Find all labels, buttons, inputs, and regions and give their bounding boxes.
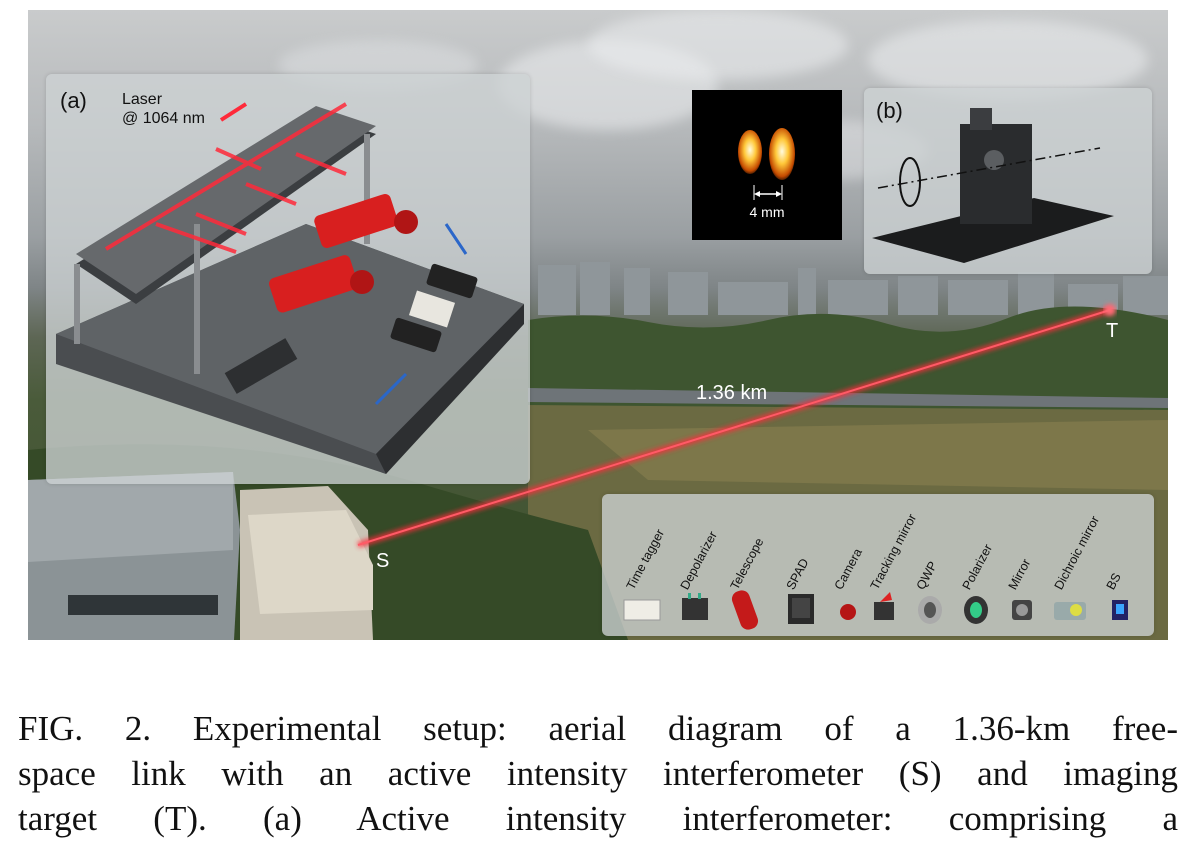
dichroic-mirror-icon: [1054, 602, 1086, 620]
tracking-mirror-icon: [874, 592, 894, 620]
panel-a-interferometer: (a) Laser @ 1064 nm: [46, 74, 530, 484]
optical-table-illustration: [56, 102, 524, 474]
legend-label: BS: [1103, 570, 1124, 592]
legend-label: QWP: [913, 559, 941, 592]
camera-icon: [840, 604, 856, 620]
skyline: [538, 262, 1168, 315]
depolarizer-icon: [682, 593, 708, 620]
target-illustration: [872, 108, 1114, 263]
polarizer-icon: [964, 596, 988, 624]
legend-label: Polarizer: [959, 541, 996, 592]
figure-caption: FIG. 2. Experimental setup: aerial diagr…: [18, 706, 1178, 841]
legend-label: Camera: [831, 546, 865, 592]
right-spot: [769, 128, 795, 180]
legend-item: BS: [1102, 494, 1146, 636]
source-label: S: [376, 550, 390, 572]
legend-label: Mirror: [1005, 556, 1034, 592]
bs-icon: [1112, 600, 1128, 620]
legend-item: Tracking mirror: [866, 494, 919, 636]
target-label: T: [1106, 320, 1119, 342]
legend-item: Mirror: [1004, 494, 1048, 636]
panel-a-letter: (a): [60, 88, 87, 113]
time-tagger-icon: [623, 599, 661, 621]
legend-label: Dichroic mirror: [1051, 513, 1103, 592]
caption-line-3: target (T). (a) Active intensity interfe…: [18, 799, 1178, 838]
component-legend: Time tagger Depolarizer Telescope SPAD Camer…: [602, 494, 1154, 636]
laser-label: Laser @ 1064 nm: [122, 90, 205, 128]
legend-item: Dichroic mirror: [1050, 494, 1102, 636]
legend-label: SPAD: [783, 556, 812, 592]
legend-item: SPAD: [782, 494, 826, 636]
legend-item: Time tagger: [622, 494, 668, 636]
legend-label: Time tagger: [623, 526, 668, 592]
laser-label-line2: @ 1064 nm: [122, 110, 205, 127]
mirror-icon: [1012, 600, 1032, 620]
legend-item: Camera: [830, 494, 874, 636]
scale-label: 4 mm: [749, 204, 785, 220]
legend-label: Depolarizer: [677, 528, 721, 592]
caption-line-1: FIG. 2. Experimental setup: aerial diagr…: [18, 709, 1178, 748]
qwp-icon: [918, 596, 942, 624]
figure-photo: 1.36 km S T (a) Laser @ 1064 nm: [28, 10, 1168, 640]
panel-b-target: (b): [864, 88, 1152, 274]
legend-item: Telescope: [726, 494, 770, 636]
legend-item: Polarizer: [958, 494, 1002, 636]
panel-b-letter: (b): [876, 98, 903, 123]
spad-icon: [788, 594, 814, 624]
speckle-inset-image: 4 mm: [692, 90, 842, 240]
left-spot: [738, 130, 762, 174]
legend-label: Telescope: [727, 535, 767, 592]
laser-label-line1: Laser: [122, 91, 163, 108]
legend-item: QWP: [912, 494, 956, 636]
distance-label: 1.36 km: [696, 382, 768, 404]
caption-line-2: space link with an active intensity inte…: [18, 754, 1178, 793]
telescope-icon: [731, 590, 759, 630]
legend-item: Depolarizer: [676, 494, 720, 636]
